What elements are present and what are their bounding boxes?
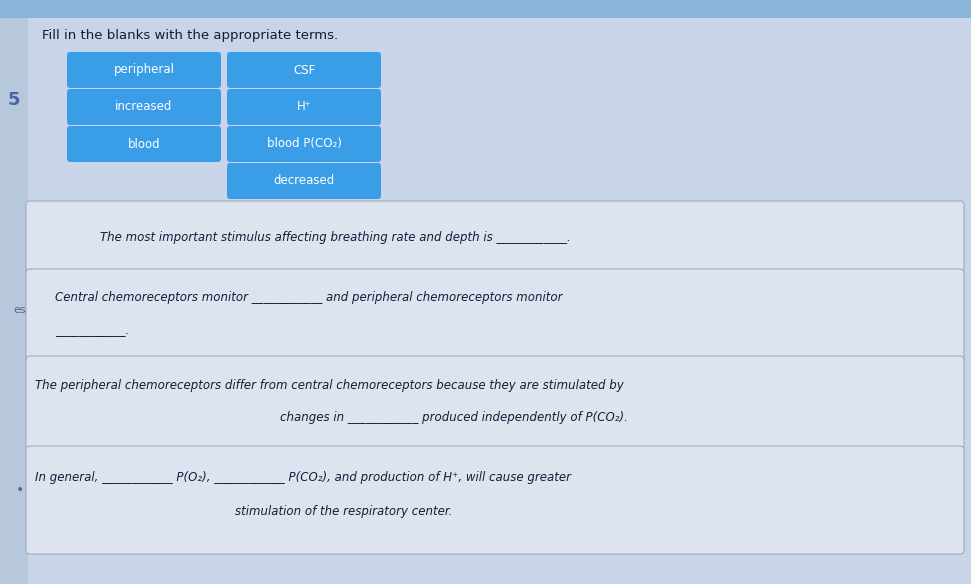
FancyBboxPatch shape xyxy=(227,89,381,125)
Text: blood: blood xyxy=(128,137,160,151)
FancyBboxPatch shape xyxy=(26,269,964,362)
FancyBboxPatch shape xyxy=(67,52,221,88)
FancyBboxPatch shape xyxy=(26,201,964,274)
Text: stimulation of the respiratory center.: stimulation of the respiratory center. xyxy=(235,506,452,519)
Text: In general, ____________ P(O₂), ____________ P(CO₂), and production of H⁺, will : In general, ____________ P(O₂), ________… xyxy=(35,471,571,485)
Text: changes in ____________ produced independently of P(CO₂).: changes in ____________ produced indepen… xyxy=(280,412,628,425)
Text: decreased: decreased xyxy=(274,175,335,187)
FancyBboxPatch shape xyxy=(0,0,971,18)
Text: CSF: CSF xyxy=(293,64,316,77)
FancyBboxPatch shape xyxy=(67,126,221,162)
Text: 5: 5 xyxy=(8,91,20,109)
Text: Fill in the blanks with the appropriate terms.: Fill in the blanks with the appropriate … xyxy=(42,29,338,41)
FancyBboxPatch shape xyxy=(227,163,381,199)
Text: increased: increased xyxy=(116,100,173,113)
Text: ____________.: ____________. xyxy=(55,325,129,338)
Text: es: es xyxy=(14,305,26,315)
Text: •: • xyxy=(16,483,24,497)
FancyBboxPatch shape xyxy=(67,89,221,125)
FancyBboxPatch shape xyxy=(227,52,381,88)
Text: blood P(CO₂): blood P(CO₂) xyxy=(267,137,342,151)
Text: Central chemoreceptors monitor ____________ and peripheral chemoreceptors monito: Central chemoreceptors monitor _________… xyxy=(55,291,562,304)
FancyBboxPatch shape xyxy=(26,446,964,554)
Text: H⁺: H⁺ xyxy=(296,100,312,113)
Text: The peripheral chemoreceptors differ from central chemoreceptors because they ar: The peripheral chemoreceptors differ fro… xyxy=(35,378,623,391)
FancyBboxPatch shape xyxy=(26,356,964,452)
Text: The most important stimulus affecting breathing rate and depth is ____________.: The most important stimulus affecting br… xyxy=(100,231,571,244)
Text: peripheral: peripheral xyxy=(114,64,175,77)
FancyBboxPatch shape xyxy=(227,126,381,162)
FancyBboxPatch shape xyxy=(0,18,28,584)
